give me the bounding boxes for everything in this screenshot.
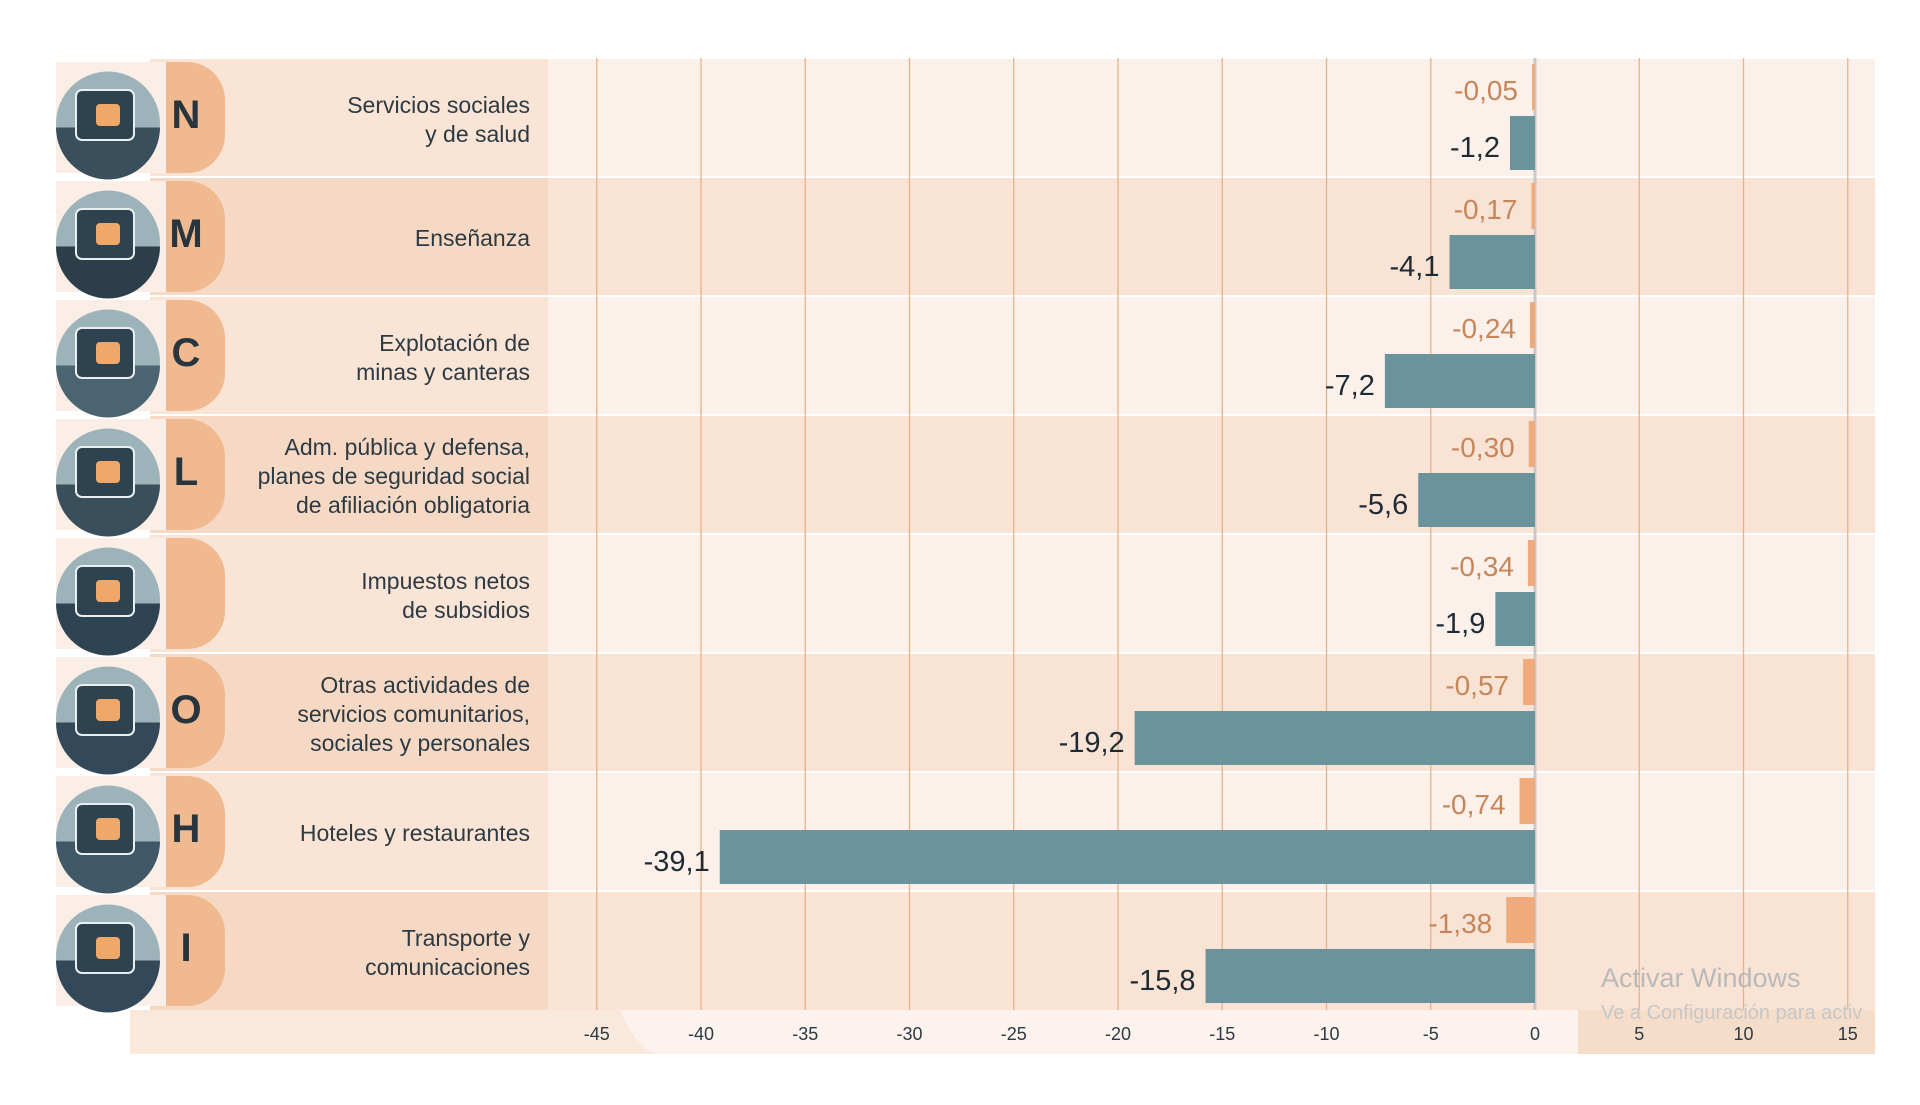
bar-teal-value-label: -1,2: [1450, 132, 1500, 164]
icon-accent: [96, 342, 120, 364]
category-label: Adm. pública y defensa, planes de seguri…: [257, 434, 530, 518]
oil-pump-icon: [56, 309, 160, 418]
category-label: Explotación de minas y canteras: [356, 329, 530, 385]
tax-coins-icon: [56, 547, 160, 656]
x-tick-label: 0: [1530, 1024, 1540, 1044]
bar-teal: [719, 830, 1535, 884]
category-letter: M: [169, 211, 203, 256]
bar-orange-value-label: -0,34: [1450, 551, 1514, 582]
books-icon: [56, 190, 160, 299]
x-tick-label: -5: [1423, 1024, 1439, 1044]
x-tick-label: 10: [1733, 1024, 1753, 1044]
x-tick-label: -10: [1313, 1024, 1339, 1044]
x-axis-band-right: [1578, 1010, 1875, 1054]
x-tick-label: 5: [1634, 1024, 1644, 1044]
x-tick-label: 15: [1838, 1024, 1858, 1044]
x-tick-label: -20: [1105, 1024, 1131, 1044]
bar-orange-value-label: -0,57: [1445, 670, 1509, 701]
bar-teal-value-label: -5,6: [1358, 489, 1408, 521]
bar-teal: [1205, 949, 1535, 1003]
bar-orange-value-label: -0,05: [1454, 75, 1518, 106]
x-tick-label: -35: [792, 1024, 818, 1044]
row-plot-band: [548, 58, 1875, 177]
category-label: Transporte y comunicaciones: [365, 924, 530, 980]
category-label: Otras actividades de servicios comunitar…: [297, 672, 530, 756]
bar-orange: [1506, 897, 1535, 943]
icon-accent: [96, 699, 120, 721]
bar-orange-value-label: -0,30: [1451, 432, 1515, 463]
bar-teal: [1384, 354, 1535, 408]
congress-building-icon: [56, 428, 160, 537]
bar-teal-value-label: -1,9: [1435, 608, 1485, 640]
bar-teal-value-label: -15,8: [1129, 965, 1195, 997]
culture-theater-icon: [56, 666, 160, 775]
bar-teal: [1134, 711, 1535, 765]
bar-teal: [1449, 235, 1535, 289]
medical-kit-icon: [56, 71, 160, 180]
x-tick-label: -30: [896, 1024, 922, 1044]
bar-orange: [1531, 183, 1535, 229]
bar-teal: [1509, 116, 1535, 170]
bar-orange-value-label: -0,74: [1442, 789, 1506, 820]
row-plot-band: [548, 296, 1875, 415]
bar-teal: [1495, 592, 1535, 646]
category-letter: H: [171, 806, 201, 851]
icon-accent: [96, 223, 120, 245]
category-letter: C: [171, 330, 201, 375]
bar-orange: [1523, 659, 1535, 705]
row-plot-band: [548, 177, 1875, 296]
x-tick-label: -15: [1209, 1024, 1235, 1044]
category-label: Servicios sociales y de salud: [347, 91, 530, 147]
category-label: Hoteles y restaurantes: [299, 820, 530, 846]
bar-teal-value-label: -19,2: [1059, 727, 1125, 759]
icon-accent: [96, 818, 120, 840]
row-plot-band: [548, 534, 1875, 653]
bar-orange-value-label: -0,24: [1452, 313, 1516, 344]
bar-orange-value-label: -0,17: [1454, 194, 1518, 225]
hotel-restaurant-icon: [56, 785, 160, 894]
bar-teal-value-label: -39,1: [644, 846, 710, 878]
category-letter: N: [171, 92, 201, 137]
bar-orange: [1528, 421, 1535, 467]
category-label: Impuestos netos de subsidios: [361, 567, 530, 623]
bar-teal-value-label: -7,2: [1325, 370, 1375, 402]
windows-watermark-subtitle: Ve a Configuración para activ: [1601, 1002, 1863, 1024]
icon-accent: [96, 104, 120, 126]
category-label: Enseñanza: [414, 225, 530, 251]
icon-accent: [96, 580, 120, 602]
x-tick-label: -25: [1001, 1024, 1027, 1044]
bar-orange: [1527, 540, 1535, 586]
icon-accent: [96, 937, 120, 959]
icon-accent: [96, 461, 120, 483]
category-letter: L: [173, 449, 199, 494]
bar-teal-value-label: -4,1: [1390, 251, 1440, 283]
bar-orange: [1532, 64, 1535, 110]
category-letter: I: [180, 925, 192, 970]
x-axis-band-left: [130, 1010, 660, 1054]
bar-orange-value-label: -1,38: [1428, 908, 1492, 939]
bar-orange: [1529, 302, 1535, 348]
bar-teal: [1418, 473, 1535, 527]
x-tick-label: -45: [584, 1024, 610, 1044]
x-tick-label: -40: [688, 1024, 714, 1044]
row-plot-band: [548, 415, 1875, 534]
windows-watermark-title: Activar Windows: [1601, 963, 1801, 993]
transport-bus-icon: [56, 904, 160, 1013]
category-letter: O: [170, 687, 202, 732]
bar-orange: [1519, 778, 1535, 824]
